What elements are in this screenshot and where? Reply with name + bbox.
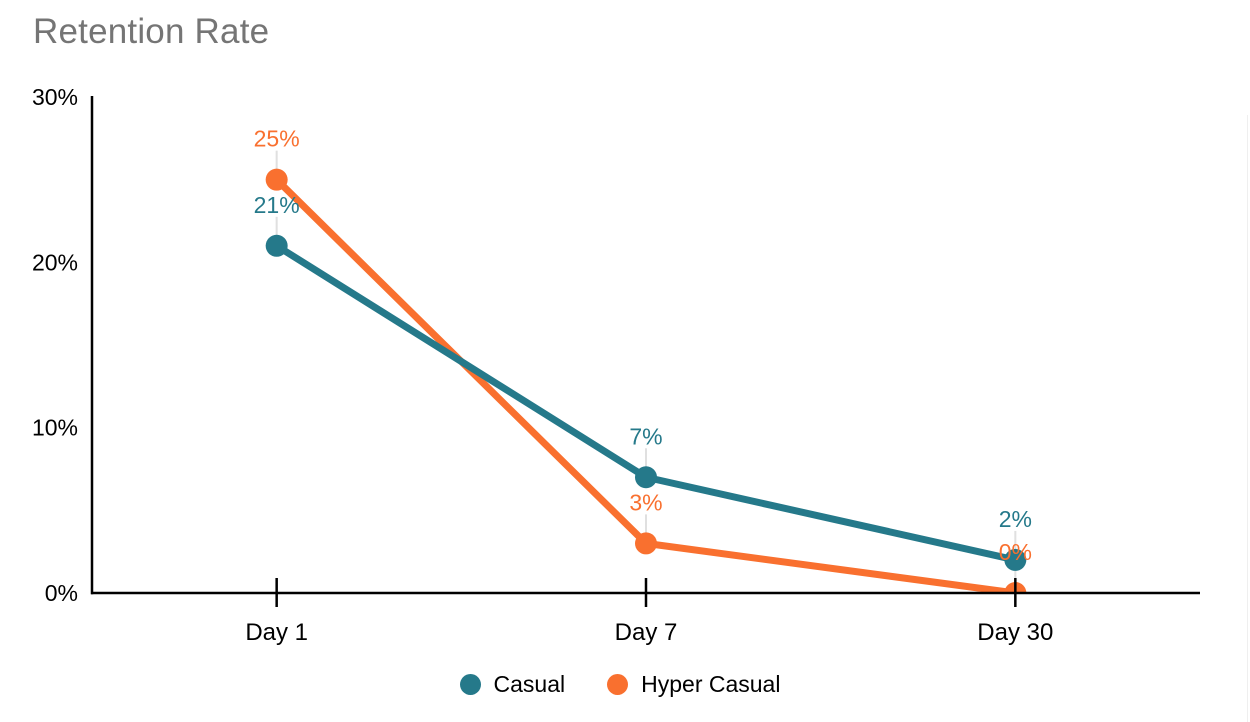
chart-legend: Casual Hyper Casual <box>0 671 1240 698</box>
legend-dot-hyper-casual <box>607 674 629 695</box>
data-point-hyper-casual-day-7 <box>635 532 657 555</box>
y-axis-tick-label: 20% <box>32 249 78 275</box>
series-layer <box>265 150 1027 593</box>
x-axis-tick-label-day-1: Day 1 <box>245 619 308 646</box>
data-point-label-hyper-casual-day-1: 25% <box>254 126 300 152</box>
legend-item-hyper-casual: Hyper Casual <box>607 671 780 698</box>
screenshot-edge-line <box>1247 115 1248 722</box>
y-axis-tick-label: 0% <box>45 580 78 606</box>
chart-title: Retention Rate <box>33 12 270 51</box>
data-point-label-hyper-casual-day-30: 0% <box>999 539 1032 565</box>
legend-dot-casual <box>459 674 481 695</box>
y-axis-tick-label: 10% <box>32 415 78 441</box>
x-axis-tick-label-day-30: Day 30 <box>977 619 1053 646</box>
x-axis-tick-label-day-7: Day 7 <box>615 619 678 646</box>
data-point-label-casual-day-7: 7% <box>629 423 662 449</box>
legend-label-casual: Casual <box>493 671 566 697</box>
data-point-casual-day-7 <box>635 466 657 489</box>
data-point-casual-day-1 <box>265 234 288 257</box>
data-point-label-hyper-casual-day-7: 3% <box>629 489 662 515</box>
legend-label-hyper-casual: Hyper Casual <box>641 671 781 697</box>
legend-item-casual: Casual <box>459 671 566 698</box>
data-point-hyper-casual-day-1 <box>265 168 288 191</box>
data-point-casual-day-30 <box>1004 548 1027 571</box>
y-axis-tick-label: 30% <box>32 84 78 110</box>
data-point-label-casual-day-30: 2% <box>999 506 1032 532</box>
data-point-label-casual-day-1: 21% <box>254 192 300 218</box>
